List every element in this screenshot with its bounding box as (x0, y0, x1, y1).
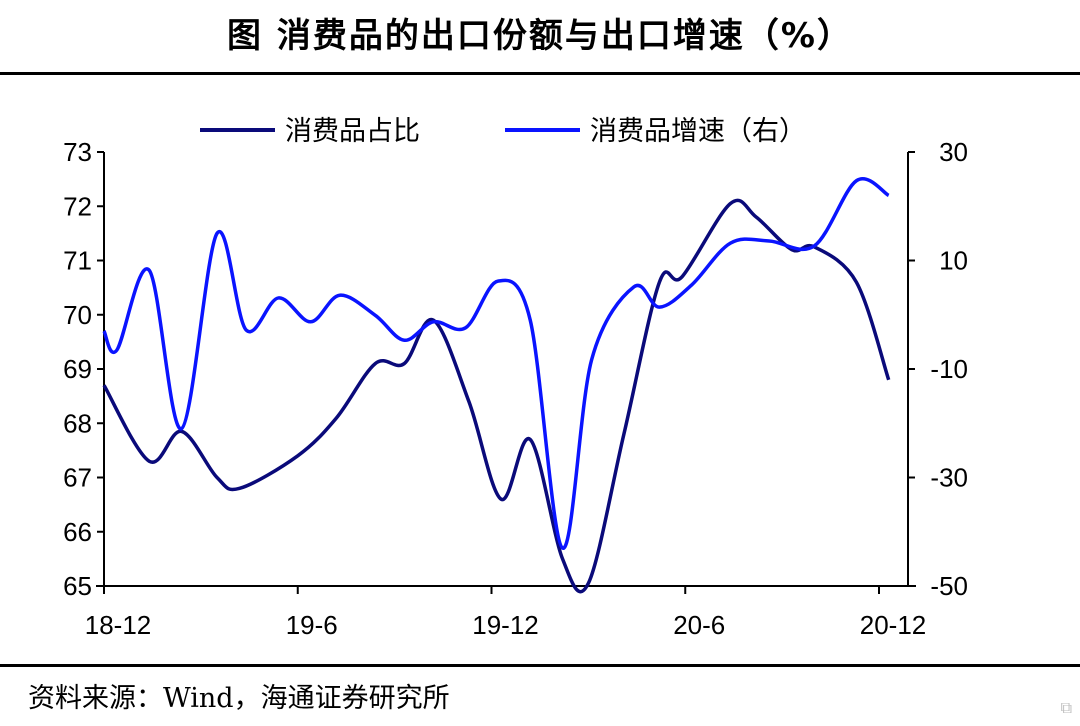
right-tick-label: 30 (939, 137, 968, 167)
title-divider (0, 72, 1080, 75)
source-note: 资料来源：Wind，海通证券研究所 (28, 683, 450, 714)
left-tick-label: 69 (63, 354, 92, 384)
legend-share-label: 消费品占比 (285, 116, 420, 147)
series-share-line (102, 198, 891, 594)
chart-title: 图 消费品的出口份额与出口增速（%） (227, 16, 853, 56)
chart-svg: 65 66 67 68 69 70 71 72 73 -50 -30 -10 10 30 18-12 19-6… (63, 116, 968, 640)
left-tick-label: 71 (63, 246, 92, 276)
x-tick-label: 20-12 (860, 610, 927, 640)
left-tick-label: 72 (63, 191, 92, 221)
watermark-logo: ⧉ (1060, 698, 1072, 717)
x-tick-label: 18-12 (85, 610, 152, 640)
right-tick-label: -50 (930, 571, 968, 601)
source-divider (0, 664, 1080, 667)
right-tick-label: -30 (930, 463, 968, 493)
right-tick-label: -10 (930, 354, 968, 384)
left-tick-label: 68 (63, 408, 92, 438)
x-tick-label: 19-6 (286, 610, 338, 640)
x-tick-label: 20-6 (673, 610, 725, 640)
left-tick-label: 67 (63, 463, 92, 493)
series-growth-line (102, 177, 890, 550)
legend-growth-label: 消费品增速（右） (590, 116, 806, 147)
left-tick-label: 70 (63, 300, 92, 330)
left-tick-label: 66 (63, 517, 92, 547)
x-tick-label: 19-12 (472, 610, 539, 640)
right-tick-label: 10 (939, 246, 968, 276)
left-tick-label: 73 (63, 137, 92, 167)
left-tick-label: 65 (63, 571, 92, 601)
